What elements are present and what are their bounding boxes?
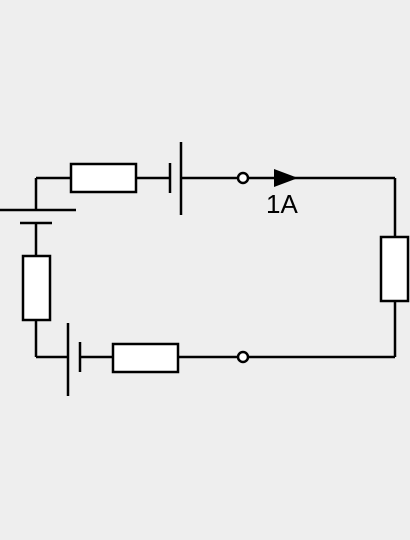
resistor-bottom <box>111 342 180 374</box>
battery-left <box>0 208 76 225</box>
terminal-bottom <box>236 350 250 364</box>
battery-top <box>168 142 183 215</box>
resistor-right <box>379 235 410 303</box>
resistor-left <box>21 254 52 322</box>
terminal-top <box>236 171 250 185</box>
current-label: 1A <box>266 189 298 219</box>
current-arrow-icon <box>274 169 298 187</box>
wires <box>34 176 397 359</box>
battery-bottom <box>66 323 82 396</box>
resistor-top <box>69 162 138 194</box>
